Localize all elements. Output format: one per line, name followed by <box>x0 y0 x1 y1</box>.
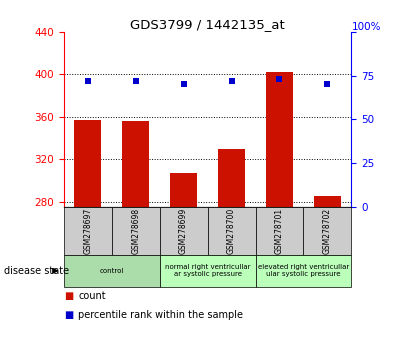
Bar <box>122 121 149 207</box>
Text: ■: ■ <box>64 310 73 320</box>
Text: ■: ■ <box>64 291 73 301</box>
Point <box>324 81 331 87</box>
Text: disease state: disease state <box>4 266 69 276</box>
Text: 100%: 100% <box>351 22 381 32</box>
Bar <box>266 72 293 207</box>
Point <box>228 78 235 84</box>
Bar <box>218 149 245 207</box>
Point <box>180 81 187 87</box>
Bar <box>74 120 101 207</box>
Bar <box>314 196 341 207</box>
Title: GDS3799 / 1442135_at: GDS3799 / 1442135_at <box>130 18 285 31</box>
Text: GSM278697: GSM278697 <box>83 208 92 254</box>
Text: GSM278698: GSM278698 <box>131 208 140 254</box>
Text: GSM278702: GSM278702 <box>323 208 332 254</box>
Bar <box>171 173 197 207</box>
Text: normal right ventricullar
ar systolic pressure: normal right ventricullar ar systolic pr… <box>165 264 250 277</box>
Text: GSM278700: GSM278700 <box>227 208 236 254</box>
Text: control: control <box>99 268 124 274</box>
Text: count: count <box>78 291 106 301</box>
Point <box>276 76 283 82</box>
Text: GSM278701: GSM278701 <box>275 208 284 254</box>
Text: percentile rank within the sample: percentile rank within the sample <box>78 310 243 320</box>
Point <box>132 78 139 84</box>
Text: GSM278699: GSM278699 <box>179 208 188 254</box>
Point <box>84 78 91 84</box>
Text: elevated right ventricullar
ular systolic pressure: elevated right ventricullar ular systoli… <box>258 264 349 277</box>
